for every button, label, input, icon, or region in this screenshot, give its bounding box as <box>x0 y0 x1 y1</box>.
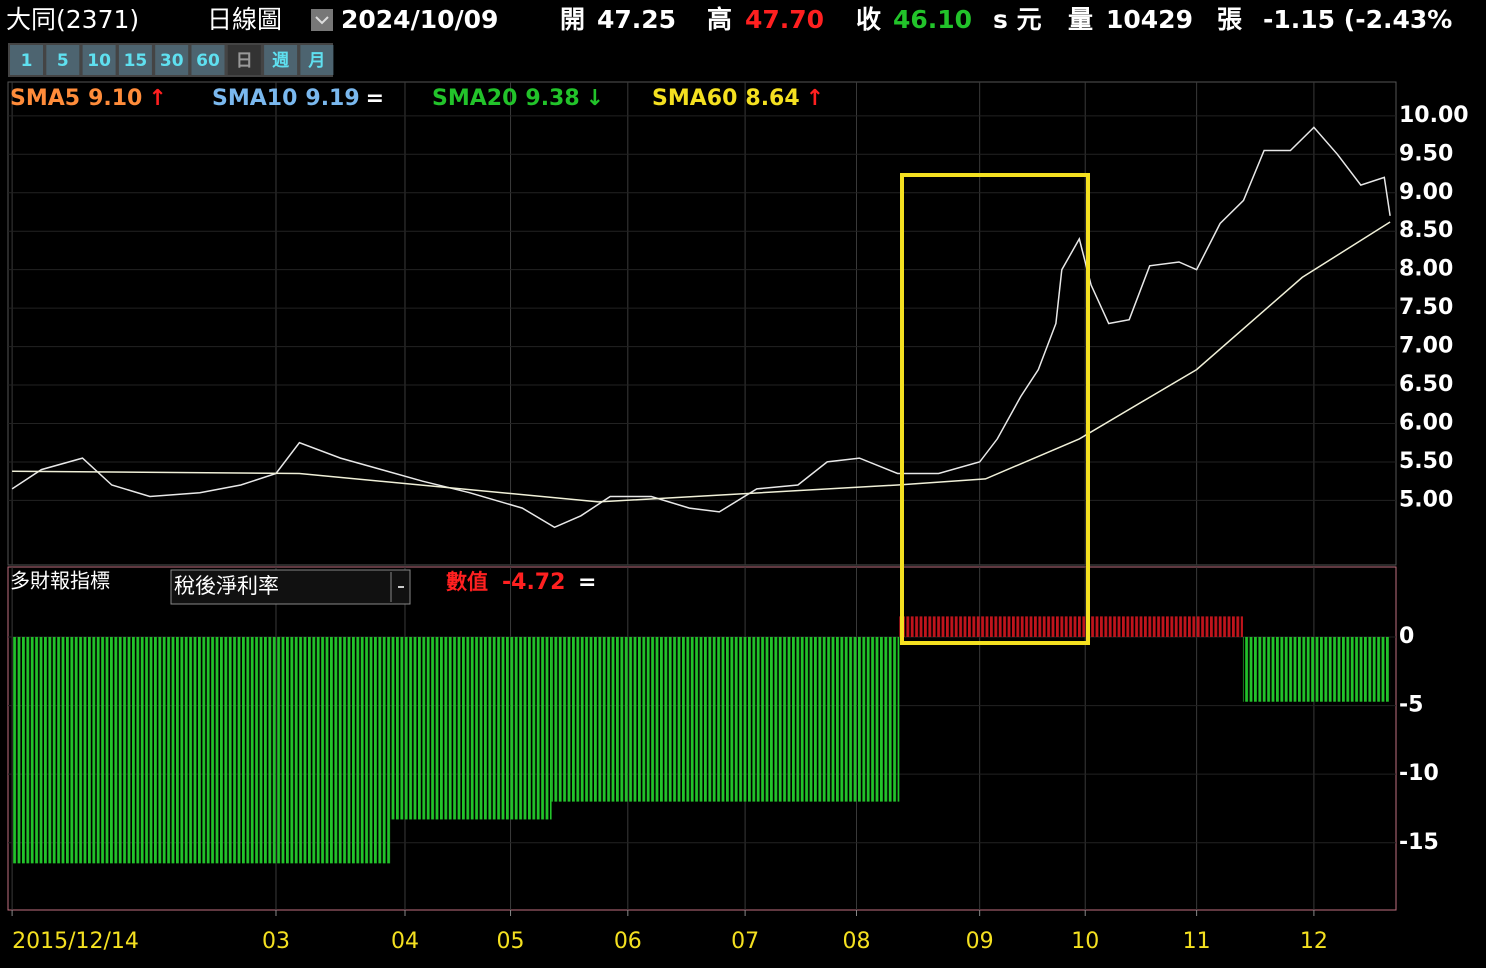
toolbar-button[interactable] <box>10 45 43 75</box>
readout-name: SMA20 <box>432 86 517 111</box>
toolbar-button-label: 10 <box>87 51 111 71</box>
value-label: 數值 <box>446 570 488 594</box>
marks <box>11 126 1391 864</box>
stock-name: 大同(2371) <box>6 5 139 34</box>
y-tick-label: -15 <box>1399 830 1439 855</box>
dropdown-arrow <box>315 16 329 25</box>
toolbar-button[interactable] <box>227 45 261 75</box>
y-tick-label: 9.00 <box>1399 180 1453 205</box>
price-line <box>12 221 1391 503</box>
y-tick-label: 0 <box>1399 624 1414 649</box>
volume: 10429 <box>1106 5 1193 34</box>
y-tick-label: 7.00 <box>1399 334 1453 359</box>
selector-text: 稅後淨利率 <box>174 574 279 598</box>
close-label: 收 <box>856 5 881 34</box>
bar-group <box>391 636 552 820</box>
readout-arrow: = <box>366 86 384 111</box>
close: 46.10 <box>893 5 972 34</box>
y-tick-label: 5.00 <box>1399 487 1453 512</box>
x-tick-label: 11 <box>1183 929 1211 954</box>
x-tick-label: 10 <box>1071 929 1099 954</box>
volume-unit: 張 <box>1217 5 1243 34</box>
y-tick-label: 5.50 <box>1399 449 1453 474</box>
bar <box>1242 636 1391 702</box>
toolbar-button[interactable] <box>264 45 298 75</box>
current-value: -4.72 <box>502 570 565 595</box>
readout-arrow: ↑ <box>806 86 824 111</box>
bar <box>551 636 900 802</box>
x-tick-label: 2015/12/14 <box>12 929 139 954</box>
bar-group <box>551 636 900 802</box>
y-tick-label: -10 <box>1399 761 1439 786</box>
highlight-box <box>900 173 1090 645</box>
toolbar-button[interactable] <box>118 45 152 75</box>
x-tick-label: 05 <box>497 929 525 954</box>
bar-group <box>899 616 1243 637</box>
bar <box>899 616 1243 637</box>
indicator-title: 多財報指標 <box>10 569 110 593</box>
toolbar-button-label: 週 <box>272 51 289 71</box>
toolbar-button-label: 30 <box>160 51 184 71</box>
x-tick-label: 09 <box>966 929 994 954</box>
open: 47.25 <box>597 5 676 34</box>
open-label: 開 <box>560 5 585 34</box>
toolbar-button[interactable] <box>300 45 334 75</box>
y-tick-label: 10.00 <box>1399 103 1469 128</box>
bar <box>391 636 552 820</box>
y-tick-label: 8.50 <box>1399 218 1453 243</box>
x-tick-label: 08 <box>843 929 871 954</box>
toolbar-button[interactable] <box>82 45 116 75</box>
price-line <box>11 126 1391 529</box>
y-tick-label: 6.50 <box>1399 372 1453 397</box>
legend: SMA5 9.10 ↑ SMA10 9.19 = SMA20 9.38 ↓ SMA60 8.64 ↑ <box>10 86 824 111</box>
x-tick-label: 12 <box>1300 929 1328 954</box>
x-tick-label: 06 <box>614 929 642 954</box>
toolbar-button[interactable] <box>155 45 189 75</box>
readout-value: 9.19 <box>305 86 359 111</box>
date: 2024/10/09 <box>341 5 498 34</box>
toolbar-buttons: 1 5 10 15 30 60 日週月 <box>10 45 334 75</box>
toolbar-button[interactable] <box>191 45 225 75</box>
period: 日線圖 <box>207 5 282 34</box>
y-tick-label: 8.00 <box>1399 257 1453 282</box>
toolbar-button-label: 15 <box>124 51 148 71</box>
toolbar-button[interactable] <box>46 45 80 75</box>
readout-name: SMA5 <box>10 86 80 111</box>
toolbar-button-label: 60 <box>196 51 220 71</box>
bar <box>12 636 392 864</box>
readout-value: 9.38 <box>525 86 579 111</box>
x-tick-label: 04 <box>391 929 419 954</box>
readout-arrow: ↑ <box>148 86 166 111</box>
x-tick-label: 07 <box>731 929 759 954</box>
readout-arrow: ↓ <box>586 86 604 111</box>
readout-name: SMA10 <box>212 86 297 111</box>
unit: s 元 <box>993 5 1042 34</box>
change: -1.15 (-2.43% <box>1263 5 1452 34</box>
high-label: 高 <box>707 5 732 34</box>
readout-value: 9.10 <box>88 86 142 111</box>
y-tick-label: 9.50 <box>1399 141 1453 166</box>
toolbar-button-label: 月 <box>307 51 325 71</box>
grid: 10.00 9.50 9.00 8.50 8.00 7.50 7.00 6.50 6.00 5.5… <box>8 82 1469 954</box>
y-tick-label: -5 <box>1399 693 1423 718</box>
x-tick-label: 03 <box>262 929 290 954</box>
y-tick-label: 7.50 <box>1399 295 1453 320</box>
y-tick-label: 6.00 <box>1399 410 1453 435</box>
toolbar-button-label: 日 <box>236 51 253 71</box>
bar-group <box>1242 636 1391 702</box>
readout-value: 8.64 <box>745 86 799 111</box>
price-panel <box>7 81 1397 566</box>
bar-group <box>12 636 392 864</box>
high: 47.70 <box>745 5 824 34</box>
readout-name: SMA60 <box>652 86 737 111</box>
toolbar-button-label: 1 <box>21 51 33 71</box>
toolbar-button-label: 5 <box>57 51 69 71</box>
trend: = <box>578 570 596 595</box>
indicator-selector[interactable] <box>170 569 411 605</box>
volume-label: 量 <box>1068 5 1093 34</box>
indicator-panel <box>7 566 1397 911</box>
period-dropdown[interactable] <box>311 9 333 31</box>
